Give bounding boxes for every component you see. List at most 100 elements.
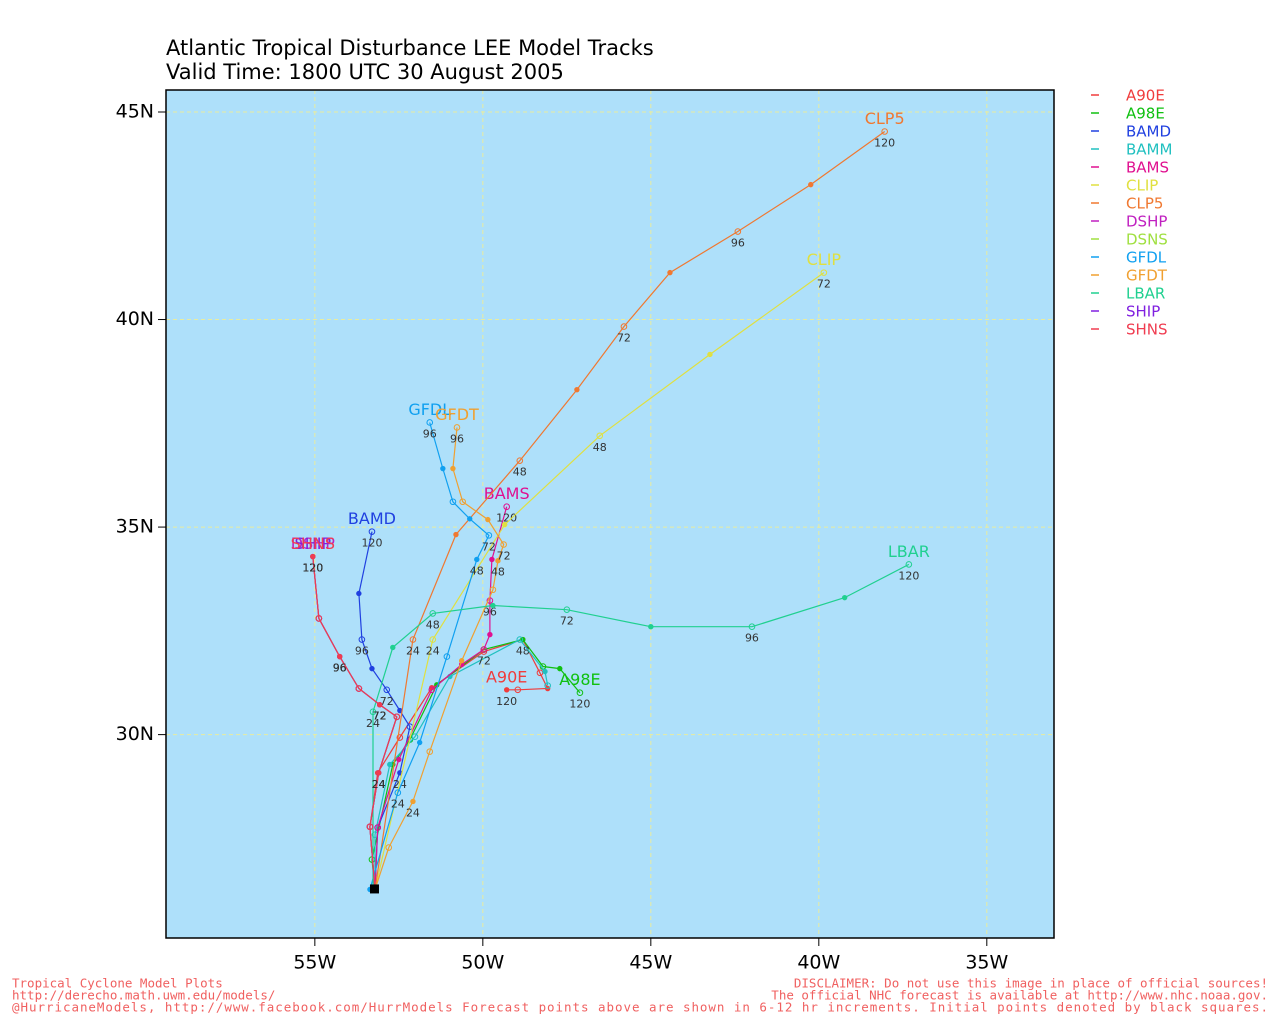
hour-label: 96 — [745, 632, 759, 645]
x-tick-label: 55W — [293, 952, 336, 974]
track-name: BAMD — [348, 509, 396, 528]
track-point — [426, 419, 434, 426]
track-point — [459, 498, 466, 506]
track-point — [808, 181, 814, 188]
track-name: CLP5 — [865, 109, 905, 128]
track-point — [490, 602, 496, 609]
track-line — [374, 638, 549, 890]
hour-label: 72 — [373, 710, 387, 723]
footer-text: Tropical Cyclone Model Plots — [12, 976, 223, 991]
track-point — [557, 665, 563, 672]
track-name: CLIP — [807, 250, 842, 269]
x-tick-label: 45W — [629, 952, 672, 974]
start-marker — [369, 884, 379, 894]
track-point — [428, 686, 436, 694]
hour-label: 96 — [333, 662, 347, 675]
legend-label: LBAR — [1126, 285, 1165, 303]
hour-label: 24 — [366, 717, 380, 730]
hour-label: 24 — [372, 778, 386, 791]
track-point — [667, 269, 673, 276]
track-point — [440, 465, 446, 472]
hour-label: 48 — [491, 566, 505, 579]
track-name: SHNS — [291, 534, 335, 553]
legend-label: SHNS — [1126, 321, 1168, 339]
track-point — [500, 541, 507, 548]
track-point — [383, 686, 391, 694]
hour-label: 96 — [333, 662, 347, 675]
hour-label: 48 — [426, 618, 440, 631]
track-point — [489, 556, 495, 563]
track-point — [387, 761, 393, 768]
legend-label: BAMS — [1126, 159, 1169, 177]
track-point — [748, 623, 756, 630]
footer-text: @HurricaneModels, http://www.facebook.co… — [12, 1000, 1268, 1015]
hour-label: 120 — [874, 137, 895, 150]
track-name: SHIP — [295, 534, 332, 553]
chart-subtitle: Valid Time: 1800 UTC 30 August 2005 — [166, 60, 564, 84]
track-point — [355, 685, 363, 692]
hour-label: 24 — [391, 798, 405, 811]
hour-label: 48 — [513, 466, 527, 479]
track-point — [416, 739, 423, 746]
track-point — [820, 269, 828, 276]
track-point — [366, 823, 374, 831]
track-point — [576, 689, 584, 696]
track-point — [480, 646, 488, 653]
track-point — [620, 323, 628, 330]
legend-label: GFDL — [1126, 249, 1167, 267]
track-point — [315, 615, 323, 622]
hour-label: 24 — [426, 645, 440, 658]
track-point — [544, 682, 551, 689]
hour-label: 72 — [617, 332, 631, 345]
track-point — [337, 653, 343, 660]
track-point — [390, 644, 396, 651]
track-point — [467, 516, 473, 522]
track-point — [410, 798, 416, 805]
track-point — [393, 713, 401, 721]
legend-label: CLIP — [1126, 177, 1158, 195]
chart-title: Atlantic Tropical Disturbance LEE Model … — [166, 36, 654, 60]
hour-label: 96 — [450, 432, 464, 445]
track-point — [369, 665, 375, 672]
track-point — [443, 653, 451, 660]
track-name: GFDT — [435, 405, 479, 424]
track-point — [516, 636, 524, 643]
track-point — [458, 658, 465, 664]
legend-label: DSNS — [1126, 231, 1168, 249]
track-name: LBAR — [888, 542, 930, 561]
hour-label: 120 — [361, 537, 382, 550]
track-point — [734, 228, 742, 235]
track-point — [358, 636, 366, 643]
hour-label: 120 — [302, 562, 323, 575]
plot-border — [165, 89, 1055, 939]
track-point — [368, 528, 376, 535]
hour-label: 72 — [497, 550, 511, 563]
hour-label: 96 — [423, 427, 437, 440]
track-line — [374, 272, 825, 890]
track-point — [376, 702, 383, 708]
hour-label: 72 — [380, 695, 394, 708]
legend-label: BAMD — [1126, 123, 1171, 141]
track-point — [489, 586, 497, 594]
hour-label: 48 — [470, 564, 484, 577]
track-point — [905, 561, 913, 568]
track-point — [310, 553, 316, 560]
hour-label: 24 — [406, 645, 420, 658]
track-point — [841, 594, 848, 601]
plot-area — [166, 90, 1054, 938]
track-name: GFDL — [408, 400, 451, 419]
track-point — [396, 756, 402, 763]
track-point — [396, 734, 404, 741]
hour-label: 120 — [898, 569, 919, 582]
legend-label: GFDT — [1126, 267, 1168, 285]
x-tick-label: 50W — [461, 952, 504, 974]
track-point — [429, 636, 437, 643]
hour-label: 72 — [482, 540, 496, 553]
track-point — [453, 531, 459, 538]
track-point — [516, 457, 524, 464]
y-tick-label: 30N — [116, 723, 154, 745]
track-point — [563, 606, 571, 613]
track-point — [356, 590, 362, 597]
y-tick-label: 40N — [116, 308, 154, 330]
